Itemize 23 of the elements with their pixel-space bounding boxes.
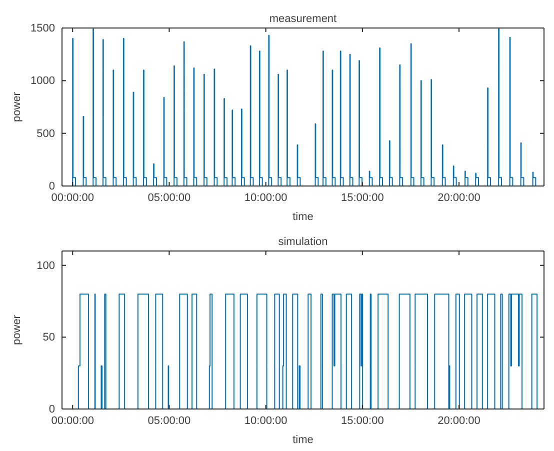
x-tick-label: 05:00:00 <box>148 414 191 427</box>
y-tick-label: 50 <box>42 332 55 344</box>
x-tick-label: 15:00:00 <box>340 192 384 204</box>
y-tick-label: 0 <box>48 180 55 193</box>
x-tick-label: 10:00:00 <box>244 192 288 204</box>
x-tick-label: 05:00:00 <box>148 192 191 204</box>
y-tick-label: 1000 <box>30 75 55 88</box>
y-axis-title: power <box>11 314 23 345</box>
x-tick-label: 20:00:00 <box>438 192 480 204</box>
chart-title: simulation <box>278 236 328 248</box>
y-tick-label: 100 <box>36 260 55 272</box>
chart-title: measurement <box>269 13 337 25</box>
x-tick-label: 10:00:00 <box>244 414 288 427</box>
y-tick-label: 1500 <box>30 22 55 35</box>
x-tick-label: 20:00:00 <box>438 414 480 427</box>
x-axis-title: time <box>292 211 314 223</box>
y-axis-title: power <box>11 92 23 122</box>
y-tick-label: 0 <box>48 404 55 416</box>
x-tick-label: 15:00:00 <box>340 414 384 427</box>
x-axis-title: time <box>292 434 314 446</box>
y-tick-label: 500 <box>36 128 55 140</box>
x-tick-label: 00:00:00 <box>51 192 94 204</box>
x-tick-label: 00:00:00 <box>51 414 94 427</box>
